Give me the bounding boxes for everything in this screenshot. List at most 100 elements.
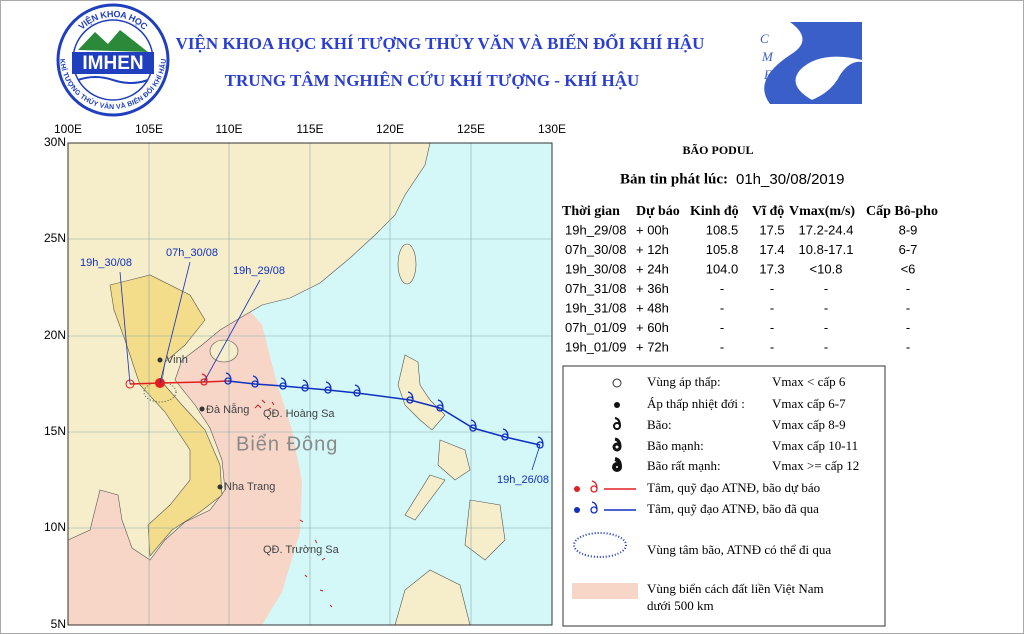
legend-label: Vùng biển cách đất liền Việt Nam bbox=[647, 581, 824, 596]
legend-box bbox=[562, 365, 886, 627]
table-cell: - bbox=[720, 300, 724, 315]
table-header: Kinh độ bbox=[690, 204, 739, 219]
table-cell: <10.8 bbox=[810, 261, 843, 276]
legend-symbol bbox=[590, 501, 598, 514]
table-header: Vmax(m/s) bbox=[789, 204, 855, 219]
table-cell: + 72h bbox=[636, 339, 669, 354]
logo-letter: C bbox=[760, 31, 769, 46]
table-cell: 19h_30/08 bbox=[565, 261, 626, 276]
track-label: 19h_26/08 bbox=[497, 474, 549, 486]
legend-label: Vùng tâm bão, ATNĐ có thể đi qua bbox=[647, 542, 831, 557]
table-cell: + 24h bbox=[636, 261, 669, 276]
storm-symbol bbox=[200, 373, 208, 386]
table-cell: + 48h bbox=[636, 300, 669, 315]
legend-symbol bbox=[614, 402, 620, 408]
legend-value: Vmax cấp 8-9 bbox=[772, 417, 846, 432]
lat-label: 5N bbox=[51, 617, 66, 631]
table-cell: - bbox=[720, 281, 724, 296]
lon-label: 130E bbox=[538, 122, 566, 136]
table-cell: - bbox=[824, 300, 828, 315]
issued-label: Bản tin phát lúc: bbox=[620, 171, 728, 187]
logo-name: IMHEN bbox=[82, 53, 143, 74]
storm-name: BÃO PODUL bbox=[682, 143, 753, 157]
table-cell: 10.8-17.1 bbox=[799, 242, 854, 257]
legend-symbol bbox=[612, 457, 623, 472]
table-cell: - bbox=[770, 320, 774, 335]
table-cell: 19h_29/08 bbox=[565, 222, 626, 237]
legend-symbol bbox=[613, 417, 622, 430]
table-cell: - bbox=[770, 339, 774, 354]
legend-label: Tâm, quỹ đạo ATNĐ, bão đã qua bbox=[647, 501, 819, 516]
logo-letter: M bbox=[761, 49, 774, 64]
legend-value: Vmax < cấp 6 bbox=[772, 374, 846, 389]
table-cell: - bbox=[770, 281, 774, 296]
table-cell: + 00h bbox=[636, 222, 669, 237]
table-cell: <6 bbox=[901, 261, 916, 276]
storm-symbol bbox=[536, 436, 544, 449]
lon-label: 105E bbox=[135, 122, 163, 136]
institute-title: VIỆN KHOA HỌC KHÍ TƯỢNG THỦY VĂN VÀ BIẾN… bbox=[176, 33, 705, 53]
table-cell: 104.0 bbox=[706, 261, 739, 276]
legend-symbol bbox=[574, 486, 580, 492]
legend-label: Tâm, quỹ đạo ATNĐ, bão dự báo bbox=[647, 480, 820, 495]
legend-symbol bbox=[590, 480, 598, 493]
legend-value: Vmax cấp 10-11 bbox=[772, 438, 858, 453]
legend-label: Bão: bbox=[647, 417, 672, 432]
table-cell: - bbox=[720, 320, 724, 335]
table-cell: 105.8 bbox=[706, 242, 739, 257]
lat-label: 10N bbox=[44, 520, 66, 534]
legend-symbol bbox=[574, 507, 580, 513]
storm-symbol bbox=[436, 399, 444, 412]
center-title: TRUNG TÂM NGHIÊN CỨU KHÍ TƯỢNG - KHÍ HẬU bbox=[225, 71, 640, 90]
legend-label: Áp thấp nhiệt đới : bbox=[647, 396, 745, 411]
table-cell: - bbox=[824, 281, 828, 296]
storm-symbol bbox=[224, 372, 232, 385]
track-label: 19h_29/08 bbox=[233, 265, 285, 277]
table-cell: - bbox=[906, 281, 910, 296]
lon-label: 120E bbox=[376, 122, 404, 136]
table-cell: - bbox=[720, 339, 724, 354]
issued-time: 01h_30/08/2019 bbox=[736, 171, 844, 188]
storm-symbol bbox=[251, 375, 259, 388]
legend-label: Bão mạnh: bbox=[647, 438, 704, 453]
table-header: Vĩ độ bbox=[752, 204, 784, 219]
table-header: Cấp Bô-pho bbox=[866, 204, 938, 219]
place-label: Nha Trang bbox=[224, 481, 275, 493]
place-label: Đà Nẵng bbox=[206, 403, 249, 416]
storm-symbol bbox=[469, 419, 477, 432]
storm-symbol bbox=[501, 428, 509, 441]
place-label: QĐ. Hoàng Sa bbox=[263, 408, 335, 420]
table-cell: - bbox=[824, 320, 828, 335]
table-cell: - bbox=[770, 300, 774, 315]
table-cell: 19h_01/09 bbox=[565, 339, 626, 354]
legend-label: Bão rất mạnh: bbox=[647, 458, 721, 473]
track-label: 07h_30/08 bbox=[166, 247, 218, 259]
storm-symbol bbox=[301, 379, 309, 392]
storm-symbol bbox=[279, 377, 287, 390]
legend-symbol bbox=[612, 437, 622, 452]
table-cell: - bbox=[824, 339, 828, 354]
logo-letter: C bbox=[786, 91, 795, 106]
place-label: Vinh bbox=[166, 354, 188, 366]
legend-symbol bbox=[572, 583, 638, 599]
table-cell: 17.2-24.4 bbox=[799, 222, 854, 237]
storm-symbol bbox=[324, 381, 332, 394]
table-cell: + 60h bbox=[636, 320, 669, 335]
lat-label: 20N bbox=[44, 328, 66, 342]
table-cell: 07h_30/08 bbox=[565, 242, 626, 257]
legend-value: Vmax cấp 6-7 bbox=[772, 396, 846, 411]
table-cell: 108.5 bbox=[706, 222, 739, 237]
legend-symbol bbox=[612, 378, 622, 388]
lon-label: 100E bbox=[54, 122, 82, 136]
legend-symbol bbox=[573, 532, 627, 558]
table-cell: 8-9 bbox=[899, 222, 918, 237]
table-cell: + 12h bbox=[636, 242, 669, 257]
table-header: Dự báo bbox=[636, 204, 680, 219]
legend-label: Vùng áp thấp: bbox=[647, 374, 721, 389]
lat-label: 30N bbox=[44, 135, 66, 149]
table-cell: 6-7 bbox=[899, 242, 918, 257]
table-cell: 17.5 bbox=[759, 222, 784, 237]
logo-left: VIỆN KHOA HỌC KHÍ TƯỢNG THỦY VĂN VÀ BIẾN… bbox=[56, 3, 170, 117]
storm-symbol bbox=[353, 384, 361, 397]
